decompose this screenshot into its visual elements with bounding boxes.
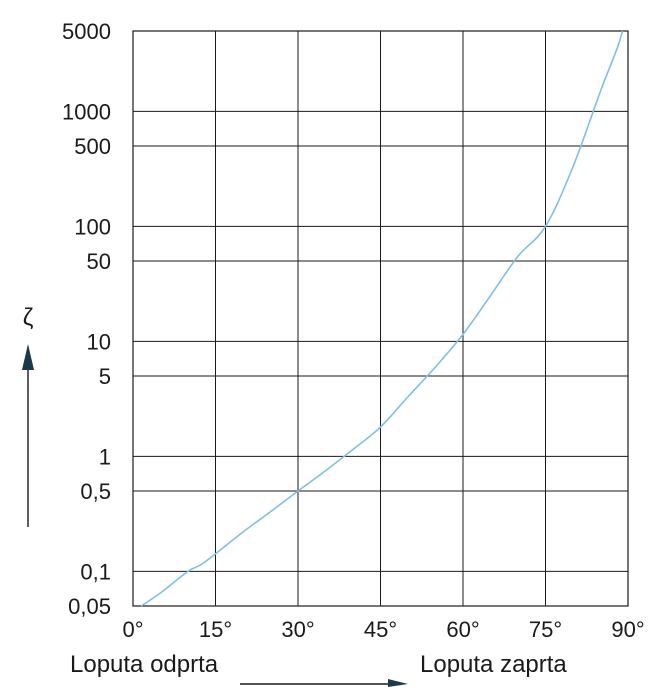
x-tick-label: 90°: [611, 617, 644, 642]
y-axis-arrow-head: [22, 344, 34, 370]
y-tick-label: 100: [74, 214, 111, 239]
y-tick-label: 500: [74, 134, 111, 159]
y-tick-label: 0,5: [80, 479, 111, 504]
x-tick-label: 30°: [281, 617, 314, 642]
x-tick-label: 60°: [446, 617, 479, 642]
y-axis-label: ζ: [23, 304, 34, 331]
y-tick-label: 1000: [62, 99, 111, 124]
y-tick-label: 5: [99, 364, 111, 389]
y-tick-label: 1: [99, 444, 111, 469]
x-tick-label: 0°: [122, 617, 143, 642]
x-tick-label: 75°: [529, 617, 562, 642]
x-direction-arrow-head: [388, 679, 408, 687]
y-tick-label: 10: [87, 329, 111, 354]
y-tick-label: 0,1: [80, 559, 111, 584]
x-tick-label: 45°: [364, 617, 397, 642]
series-line: [140, 30, 624, 607]
annotation-left: Loputa odprta: [70, 651, 219, 678]
y-tick-label: 50: [87, 249, 111, 274]
annotation-right: Loputa zaprta: [420, 651, 567, 678]
x-tick-label: 15°: [199, 617, 232, 642]
y-tick-label: 0,05: [68, 594, 111, 619]
y-tick-label: 5000: [62, 19, 111, 44]
grid-lines: [133, 31, 628, 606]
tick-labels: 0° 15° 30° 45° 60° 75° 90° 0,05 0,1 0,5 1 5 10 50 100 5…: [62, 19, 645, 642]
